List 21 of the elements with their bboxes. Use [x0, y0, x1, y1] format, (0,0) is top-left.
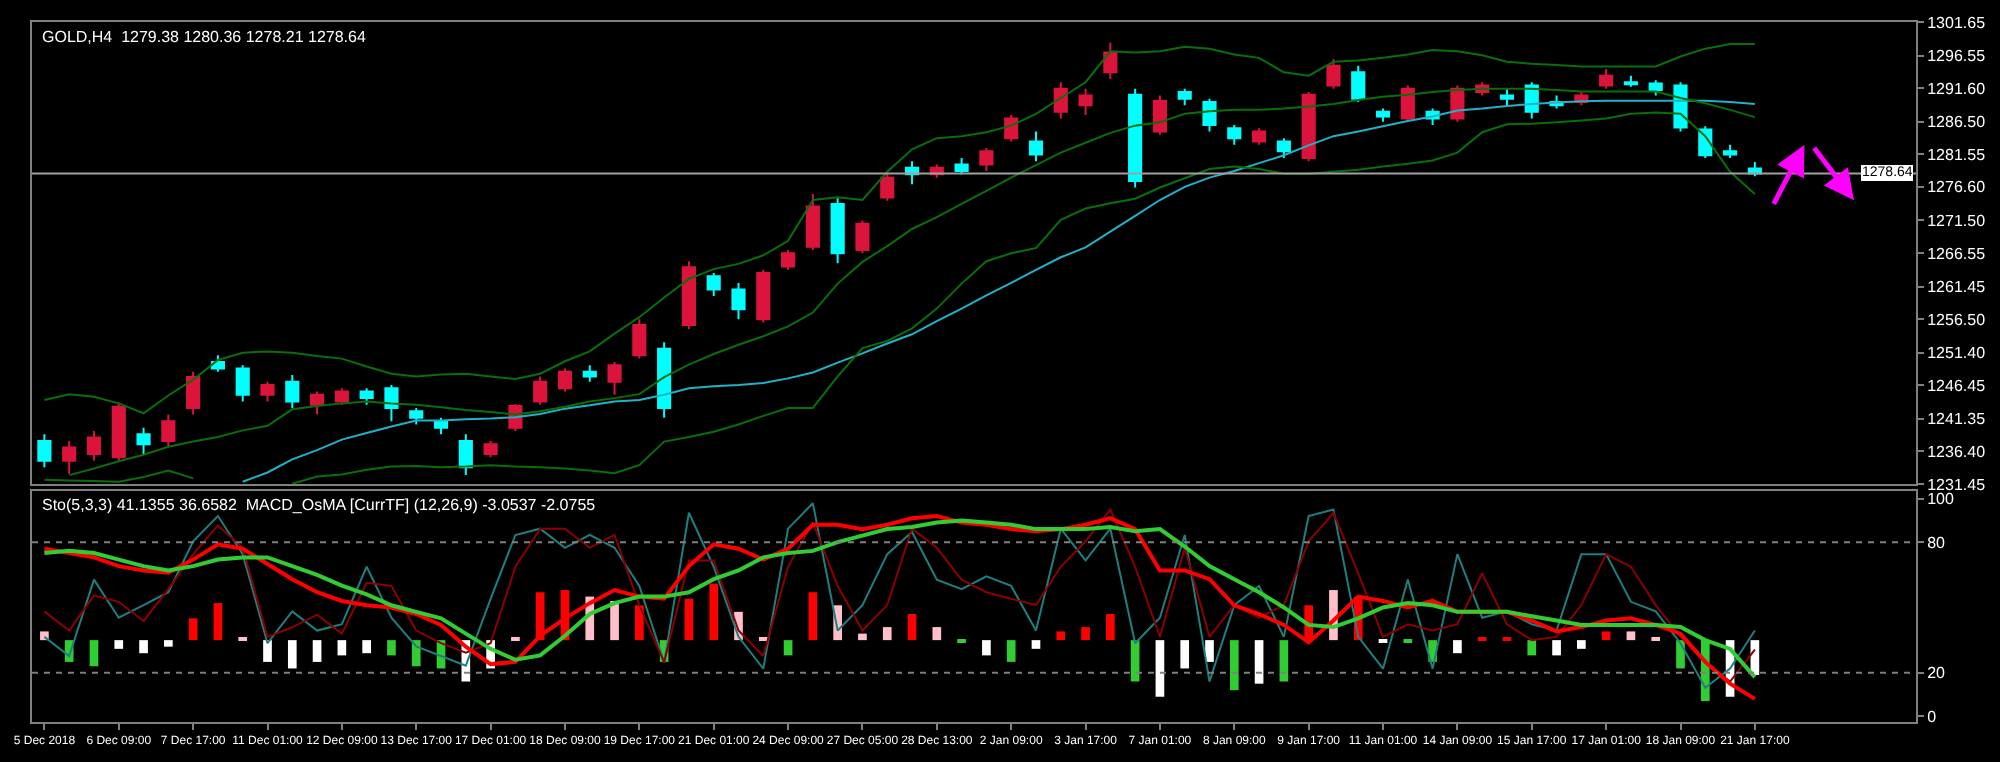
y-tick-label: 1246.45 — [1927, 376, 1987, 395]
y-tick-label: 1236.40 — [1927, 443, 1987, 462]
y-tick-label: 1241.35 — [1927, 410, 1987, 429]
y-tick-label: 1266.55 — [1927, 244, 1987, 263]
y-tick-label: 1281.55 — [1927, 145, 1987, 164]
y-tick-label: 1256.50 — [1927, 310, 1987, 329]
y-tick-label: 100 — [1927, 490, 1955, 509]
y-tick-label: 20 — [1927, 664, 1947, 683]
y-tick-label: 1291.60 — [1927, 79, 1987, 98]
y-tick-label: 1286.50 — [1927, 113, 1987, 132]
y-tick-label: 1251.40 — [1927, 344, 1987, 363]
y-tick-label: 1276.60 — [1927, 178, 1987, 197]
y-tick-label: 0 — [1927, 707, 1938, 726]
chart-title: GOLD,H4 1279.38 1280.36 1278.21 1278.64 — [42, 28, 367, 46]
y-tick-label: 1271.50 — [1927, 212, 1987, 231]
y-tick-label: 1261.45 — [1927, 278, 1987, 297]
y-tick-label: 1301.65 — [1927, 13, 1987, 32]
y-tick-label: 1296.55 — [1927, 47, 1987, 66]
y-tick-label: 1231.45 — [1927, 475, 1987, 494]
chart-title: Sto(5,3,3) 41.1355 36.6582 MACD_OsMA [CurrTF] (12,26,9) -3.0537 -2.0755 — [42, 496, 597, 514]
y-tick-label: 80 — [1927, 533, 1947, 552]
